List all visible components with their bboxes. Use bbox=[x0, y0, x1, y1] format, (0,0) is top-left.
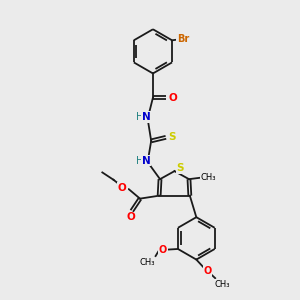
Text: O: O bbox=[203, 266, 211, 276]
Text: CH₃: CH₃ bbox=[214, 280, 230, 289]
Text: CH₃: CH₃ bbox=[200, 173, 216, 182]
Text: O: O bbox=[168, 93, 177, 103]
Text: H: H bbox=[136, 156, 143, 166]
Text: Br: Br bbox=[177, 34, 189, 44]
Text: H: H bbox=[136, 112, 143, 122]
Text: N: N bbox=[142, 112, 151, 122]
Text: CH₃: CH₃ bbox=[139, 258, 154, 267]
Text: S: S bbox=[177, 163, 184, 173]
Text: O: O bbox=[127, 212, 136, 223]
Text: N: N bbox=[142, 156, 151, 166]
Text: O: O bbox=[158, 244, 167, 255]
Text: S: S bbox=[169, 132, 176, 142]
Text: O: O bbox=[118, 183, 127, 193]
